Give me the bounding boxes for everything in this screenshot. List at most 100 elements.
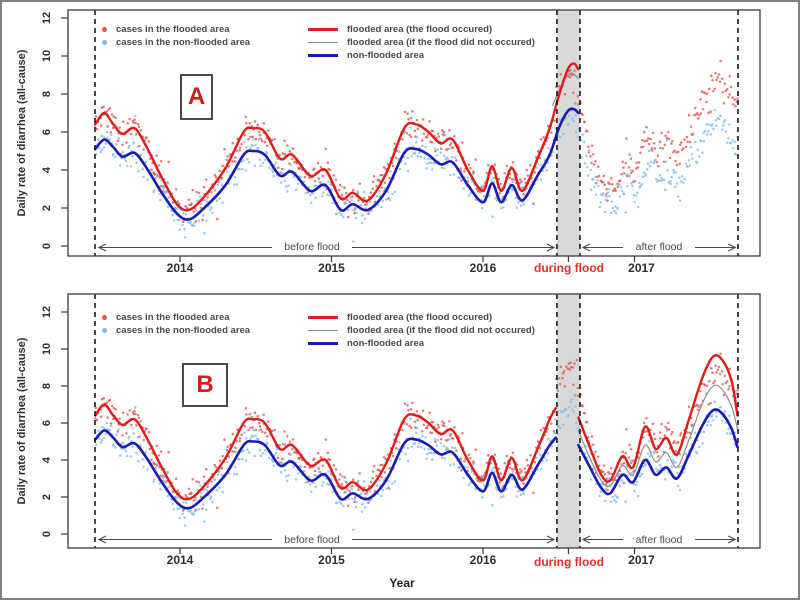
case-point: [646, 452, 650, 456]
case-point: [406, 112, 409, 116]
case-point: [136, 122, 140, 126]
case-point: [462, 187, 465, 190]
case-point: [326, 161, 330, 164]
case-point: [715, 124, 718, 127]
y-tick-label: 12: [41, 305, 53, 319]
case-point: [467, 194, 471, 197]
case-point: [109, 131, 113, 134]
case-point: [295, 452, 299, 455]
case-point: [174, 188, 178, 191]
case-point: [482, 195, 486, 198]
case-point: [104, 142, 107, 145]
case-point: [539, 163, 542, 166]
line-red-panel-a: [93, 62, 580, 212]
case-point: [460, 179, 463, 182]
case-point: [533, 170, 537, 174]
case-point: [442, 444, 446, 448]
case-point: [178, 507, 181, 510]
case-point: [466, 469, 470, 473]
case-point: [423, 157, 426, 160]
case-point: [505, 487, 508, 491]
case-point: [620, 479, 624, 482]
case-point: [167, 485, 170, 489]
line-gray-panel-b: [577, 384, 739, 488]
case-point: [439, 442, 443, 445]
case-point: [664, 134, 667, 138]
case-point: [513, 468, 516, 471]
blue-point-icon: [102, 328, 107, 333]
case-point: [721, 124, 725, 127]
case-point: [535, 166, 538, 169]
case-point: [574, 130, 578, 134]
case-point: [511, 451, 515, 454]
case-point: [279, 181, 283, 184]
case-point: [124, 159, 128, 163]
x-tick-label-2014: 2014: [166, 553, 194, 567]
case-point: [692, 132, 696, 135]
case-point: [722, 393, 726, 397]
case-point: [213, 463, 217, 467]
case-point: [452, 173, 456, 176]
case-point: [731, 139, 734, 142]
blue-point-icon: [102, 40, 107, 45]
case-point: [114, 155, 117, 159]
legend-item-flooded-line: flooded area (the flood occured): [308, 23, 535, 36]
case-point: [415, 135, 419, 139]
case-point: [338, 211, 341, 215]
case-point: [591, 178, 595, 181]
case-point: [642, 130, 646, 134]
case-point: [488, 194, 491, 197]
case-point: [416, 127, 420, 131]
case-point: [128, 117, 131, 121]
case-point: [240, 433, 243, 436]
case-point: [683, 138, 686, 141]
case-point: [703, 383, 707, 387]
case-point: [510, 178, 514, 181]
case-point: [665, 429, 669, 432]
case-point: [557, 377, 561, 380]
case-point: [448, 147, 451, 151]
case-point: [693, 140, 697, 144]
case-point: [628, 175, 632, 178]
case-point: [715, 78, 718, 82]
case-point: [391, 192, 394, 196]
case-point: [204, 468, 208, 471]
case-point: [121, 151, 125, 154]
case-point: [267, 129, 270, 132]
case-point: [116, 139, 120, 142]
case-point: [221, 164, 224, 168]
case-point: [659, 146, 662, 150]
case-point: [97, 138, 100, 142]
case-point: [493, 163, 497, 166]
case-point: [572, 119, 575, 123]
case-point: [204, 178, 208, 181]
case-point: [520, 475, 524, 479]
case-point: [109, 133, 113, 137]
case-point: [645, 125, 648, 129]
case-point: [309, 201, 313, 204]
case-point: [309, 490, 313, 494]
case-point: [262, 122, 265, 125]
case-point: [381, 173, 384, 177]
case-point: [697, 445, 701, 449]
case-point: [125, 141, 128, 144]
line-blue-panel-b: [577, 408, 739, 496]
case-point: [686, 165, 689, 169]
panel-a-label-box: A: [180, 74, 213, 120]
case-point: [604, 198, 607, 202]
case-point: [202, 503, 205, 506]
legend-label: flooded area (the flood occured): [347, 24, 493, 35]
case-point: [260, 139, 264, 143]
case-point: [680, 180, 683, 183]
case-point: [294, 188, 298, 192]
case-point: [178, 228, 182, 231]
case-point: [585, 444, 588, 448]
case-point: [585, 420, 589, 424]
case-point: [576, 136, 580, 139]
case-point: [267, 420, 270, 423]
case-point: [381, 463, 384, 467]
case-point: [391, 482, 394, 485]
case-point: [326, 451, 330, 455]
case-point: [622, 461, 626, 465]
case-point: [382, 456, 386, 459]
